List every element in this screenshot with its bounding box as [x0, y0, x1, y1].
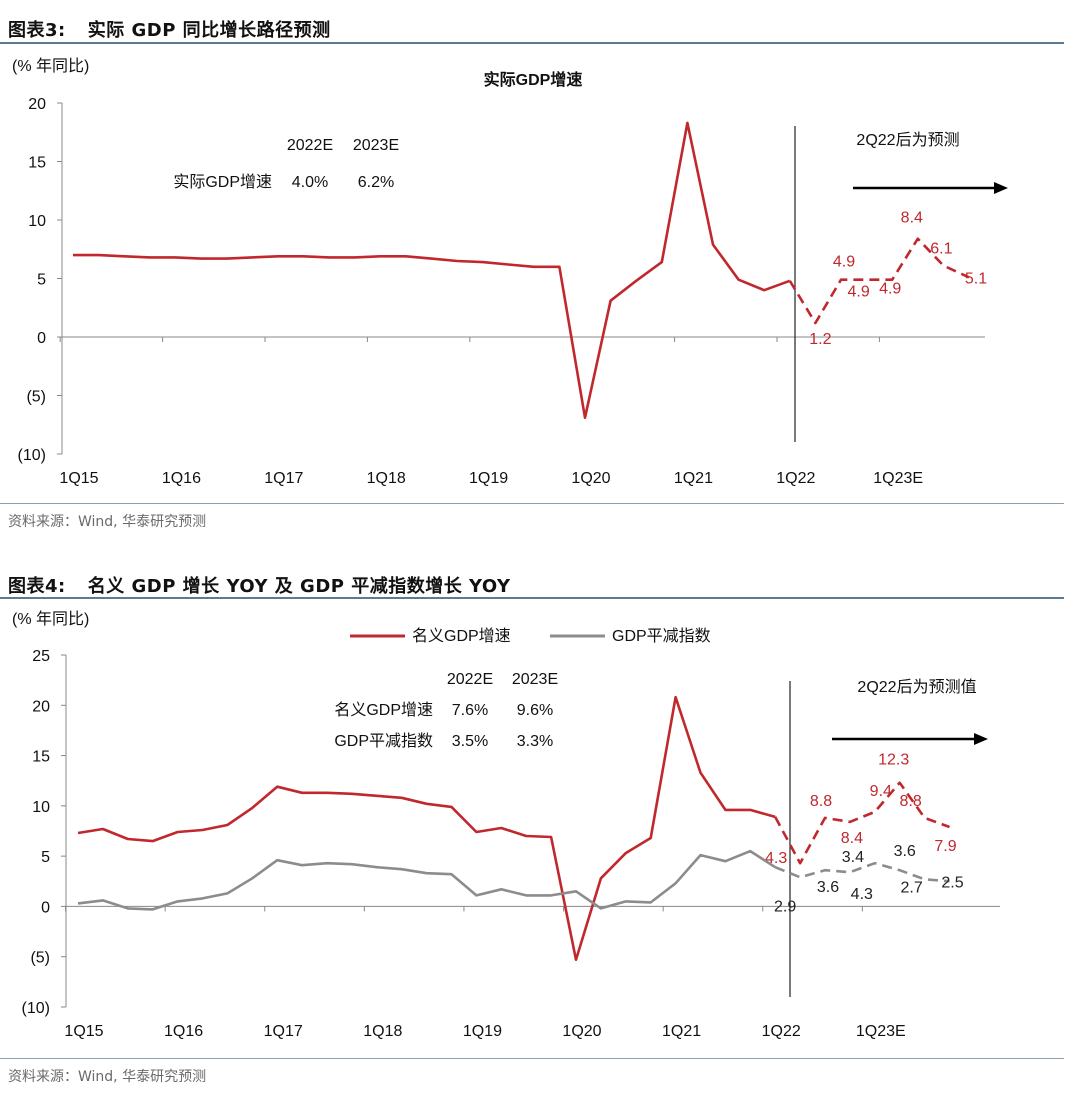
x-tick-label: 1Q15	[64, 1023, 103, 1040]
figure3-bottom-rule	[0, 503, 1064, 504]
chart-title: 实际GDP增速	[484, 70, 583, 89]
figure4-top-rule	[0, 597, 1064, 599]
y-tick-label: 20	[32, 698, 50, 715]
y-tick-label: 15	[32, 749, 50, 766]
figure3-title-number: 图表3:	[8, 20, 66, 41]
x-tick-label: 1Q21	[674, 470, 713, 487]
summary-row-name: GDP平减指数	[334, 732, 433, 750]
y-tick-label: 5	[37, 272, 46, 289]
series-line-forecast	[774, 781, 950, 865]
y-tick-label: 20	[28, 96, 46, 113]
figure4-title: 图表4: 名义 GDP 增长 YOY 及 GDP 平减指数增长 YOY	[8, 572, 511, 598]
y-tick-label: 15	[28, 155, 46, 172]
figure4-title-text: 名义 GDP 增长 YOY 及 GDP 平减指数增长 YOY	[87, 576, 511, 597]
forecast-note: 2Q22后为预测值	[857, 678, 976, 696]
figure3-title: 图表3: 实际 GDP 同比增长路径预测	[8, 16, 331, 42]
series-line-actual	[77, 695, 776, 962]
forecast-data-label: 4.3	[765, 850, 787, 867]
x-tick-label: 1Q20	[562, 1023, 601, 1040]
forecast-data-label: 1.2	[809, 331, 831, 348]
x-tick-label: 1Q19	[469, 470, 508, 487]
x-tick-label: 1Q22	[776, 470, 815, 487]
summary-header-2023e: 2023E	[512, 671, 558, 688]
forecast-data-label: 5.1	[965, 270, 987, 287]
x-tick-label: 1Q22	[762, 1023, 801, 1040]
forecast-data-label: 9.4	[870, 783, 892, 800]
summary-row-2023e: 9.6%	[517, 702, 553, 719]
forecast-data-label: 7.9	[934, 838, 956, 855]
forecast-data-label: 12.3	[878, 752, 909, 769]
x-tick-label: 1Q17	[264, 1023, 303, 1040]
series-line-forecast	[774, 861, 950, 883]
y-tick-label: 5	[41, 849, 50, 866]
summary-header-2022e: 2022E	[287, 137, 333, 154]
x-tick-label: 1Q18	[367, 470, 406, 487]
x-tick-label: 1Q17	[264, 470, 303, 487]
forecast-data-label: 8.4	[841, 830, 863, 847]
x-tick-label: 1Q16	[162, 470, 201, 487]
figure3-chart: (% 年同比) 实际GDP增速 20 15 10 5 0 (5) (10) 1Q15 1Q16 1Q1…	[12, 57, 1008, 487]
forecast-data-label: 3.6	[817, 879, 839, 896]
forecast-data-label: 4.9	[879, 281, 901, 298]
y-tick-label: (10)	[18, 447, 46, 464]
y-axis-label: (% 年同比)	[12, 610, 89, 628]
summary-header-2023e: 2023E	[353, 137, 399, 154]
y-tick-label: (5)	[26, 389, 46, 406]
x-tick-label: 1Q20	[571, 470, 610, 487]
summary-row-2023e: 6.2%	[358, 174, 394, 191]
summary-header-2022e: 2022E	[447, 671, 493, 688]
figure4-bottom-rule	[0, 1058, 1064, 1059]
figure4-title-number: 图表4:	[8, 576, 66, 597]
summary-row-2022e: 7.6%	[452, 702, 488, 719]
forecast-data-label: 2.5	[941, 874, 963, 891]
series-line-actual	[73, 121, 791, 420]
forecast-data-label: 8.8	[899, 793, 921, 810]
x-tick-label: 1Q18	[363, 1023, 402, 1040]
x-tick-label: 1Q23E	[856, 1023, 906, 1040]
forecast-data-label: 8.4	[901, 210, 923, 227]
x-tick-label: 1Q23E	[873, 470, 923, 487]
y-tick-label: 10	[28, 213, 46, 230]
x-tick-label: 1Q15	[59, 470, 98, 487]
forecast-data-label: 4.3	[851, 886, 873, 903]
forecast-note: 2Q22后为预测	[856, 131, 959, 149]
summary-row-2022e: 3.5%	[452, 733, 488, 750]
forecast-data-label: 3.4	[842, 849, 864, 866]
figure3-top-rule	[0, 42, 1064, 44]
legend-label: GDP平减指数	[612, 627, 711, 645]
forecast-data-label: 8.8	[810, 793, 832, 810]
summary-row-name: 实际GDP增速	[173, 173, 272, 191]
y-tick-label: (10)	[22, 1000, 50, 1017]
y-tick-label: 25	[32, 648, 50, 665]
summary-row-name: 名义GDP增速	[334, 701, 433, 719]
figure3-source: 资料来源：Wind, 华泰研究预测	[8, 514, 207, 530]
forecast-data-label: 2.7	[900, 879, 922, 896]
y-axis-label: (% 年同比)	[12, 57, 89, 75]
x-tick-label: 1Q19	[463, 1023, 502, 1040]
figure4-chart: (% 年同比) 25 20 15 10 5 0 (5) (10) 1Q15 1Q16 1Q17 1Q18…	[12, 610, 1000, 1040]
y-tick-label: 0	[37, 330, 46, 347]
figure3-title-text: 实际 GDP 同比增长路径预测	[87, 20, 331, 41]
forecast-data-label: 2.9	[774, 898, 796, 915]
forecast-data-label: 6.1	[930, 241, 952, 258]
forecast-arrow-head	[974, 733, 988, 745]
forecast-arrow-head	[994, 182, 1008, 194]
figure4-source: 资料来源：Wind, 华泰研究预测	[8, 1069, 207, 1085]
series-line-forecast	[788, 237, 970, 325]
series-line-actual	[77, 849, 776, 911]
y-tick-label: 0	[41, 899, 50, 916]
y-tick-label: (5)	[30, 950, 50, 967]
legend-label: 名义GDP增速	[412, 627, 511, 645]
forecast-data-label: 3.6	[894, 843, 916, 860]
forecast-data-label: 4.9	[847, 284, 869, 301]
y-tick-label: 10	[32, 799, 50, 816]
x-tick-label: 1Q21	[662, 1023, 701, 1040]
x-tick-label: 1Q16	[164, 1023, 203, 1040]
summary-row-2023e: 3.3%	[517, 733, 553, 750]
forecast-data-label: 4.9	[833, 254, 855, 271]
summary-row-2022e: 4.0%	[292, 174, 328, 191]
